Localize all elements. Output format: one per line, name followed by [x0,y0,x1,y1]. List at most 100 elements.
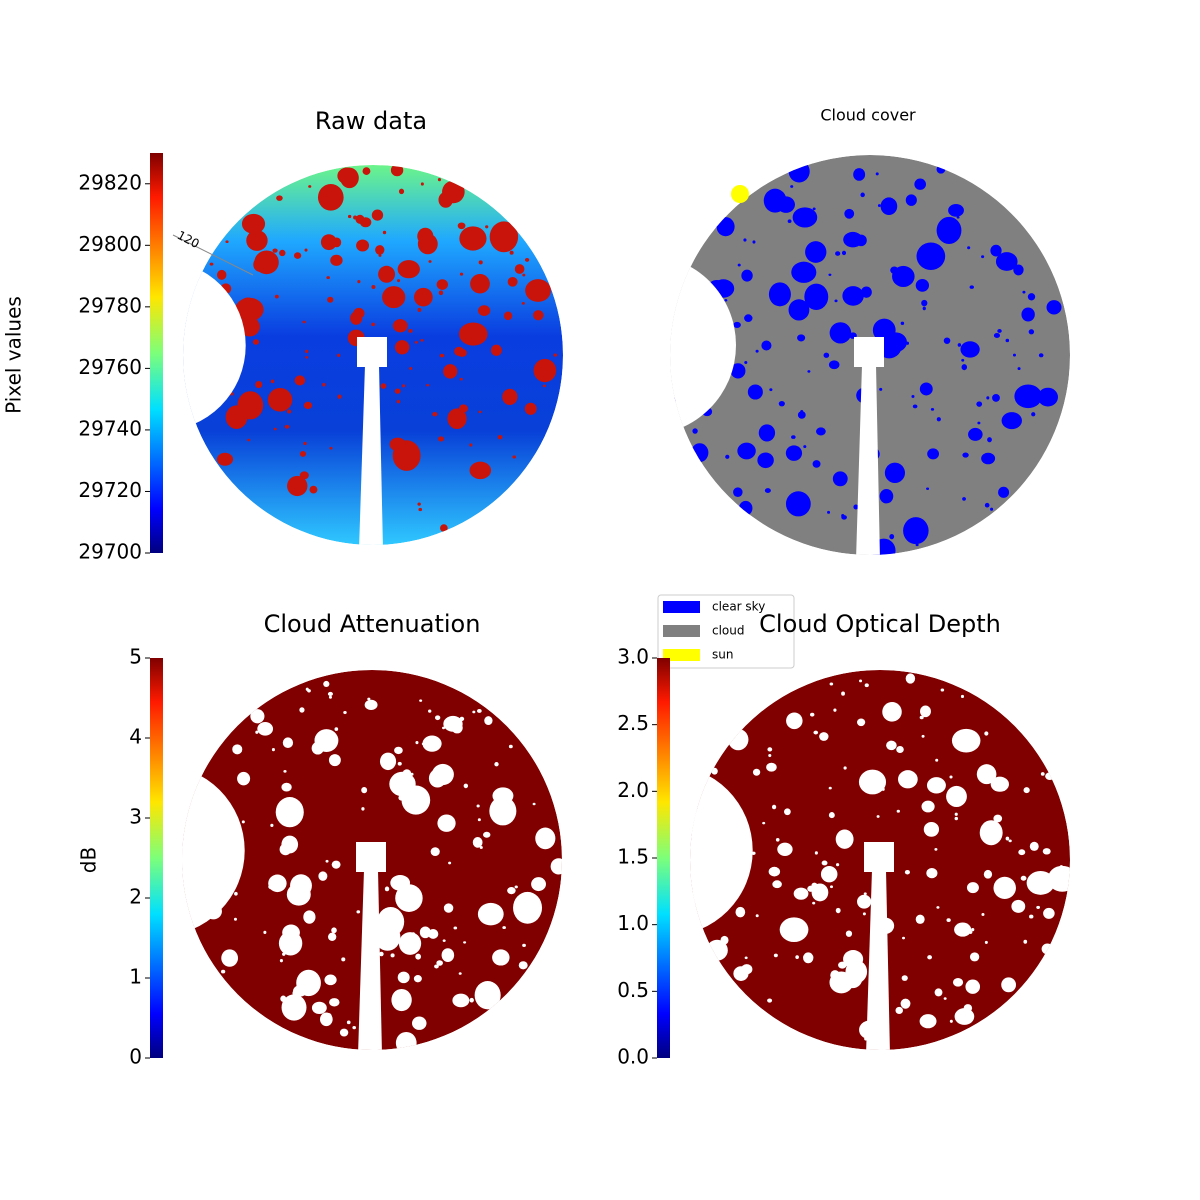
sky-blob [927,955,932,960]
sky-blob [943,337,951,344]
sky-blob [912,404,918,409]
sky-blob [880,197,898,216]
sky-blob [967,246,971,250]
sky-blob [327,296,334,303]
sky-blob [396,399,401,404]
sky-blob [895,1006,903,1015]
sky-blob [744,361,748,364]
sky-blob [255,380,263,389]
sky-blob [1013,264,1024,276]
colorbar-tick-label: 4 [129,725,142,749]
sky-blob [977,421,981,425]
legend-label: clear sky [712,600,765,614]
sky-blob [384,886,390,892]
sky-blob [805,241,827,263]
sky-blob [725,454,730,459]
sky-blob [355,214,365,224]
sky-blob [927,448,939,460]
sky-blob [881,787,885,791]
sky-blob [768,866,781,877]
sky-blob [307,689,311,693]
sky-blob [943,997,947,1000]
sky-blob [921,800,935,813]
sky-blob [287,475,308,497]
sky-blob [827,510,831,514]
sky-blob [540,842,544,846]
sky-blob [828,786,832,790]
colorbar-tick-label: 29800 [78,232,142,256]
sky-blob [1029,914,1034,919]
sky-blob [308,185,312,188]
sky-blob [1001,412,1022,430]
sky-blob [764,488,771,494]
sky-blob [525,279,551,302]
sky-blob [791,261,817,283]
sky-blob [747,384,763,400]
sky-blob [279,249,286,257]
sky-blob [919,382,933,396]
sky-blob [217,269,227,280]
sky-blob [773,953,778,958]
sky-blob [533,310,544,321]
sky-blob [853,168,866,181]
sky-blob [545,845,549,849]
sky-blob [1027,293,1036,301]
sky-blob [879,488,894,504]
sky-blob [469,997,474,1003]
sky-blob [828,360,840,370]
sky-blob [864,683,869,688]
sky-blob [356,239,370,252]
colorbar-tick-label: 29820 [78,170,142,194]
sky-blob [323,680,330,688]
sky-blob [896,746,904,753]
sky-blob [752,768,761,776]
sky-blob [232,744,243,755]
sky-blob [390,165,404,177]
sky-blob [969,285,974,289]
sky-blob [209,262,214,266]
sky-blob [459,226,487,251]
sky-blob [247,438,251,442]
sky-blob [459,272,464,276]
sky-blob [982,769,987,773]
sky-blob [877,204,881,207]
sky-blob [438,290,444,296]
sky-blob [823,352,830,358]
sky-blob [294,252,302,259]
sky-blob [250,709,265,724]
sky-blob [761,340,772,351]
sky-blob [843,766,847,770]
sky-blob [543,834,547,838]
sky-blob [993,333,1001,339]
colorbar-tick-label: 1 [129,965,142,989]
sky-blob [533,358,557,383]
sky-blob [420,339,424,342]
sky-blob [957,343,962,347]
sky-blob [305,356,309,359]
sky-blob [417,502,421,506]
sky-blob [775,837,780,842]
sky-blob [795,955,799,960]
sky-blob [356,910,361,914]
sky-blob [535,827,556,850]
sky-blob [829,682,834,686]
sky-blob [829,322,852,344]
sky-blob [225,240,229,244]
sky-blob [786,712,803,730]
sky-blob [398,932,422,955]
sky-blob [940,688,945,692]
sky-blob [379,752,397,771]
legend-label: cloud [712,624,745,638]
sky-blob [255,730,259,734]
sky-blob [502,388,518,405]
sky-blob [492,949,510,966]
sky-blob [397,761,402,766]
sky-blob [768,754,772,758]
sky-blob [413,975,422,983]
sky-blob [990,507,994,511]
sky-blob [857,894,872,909]
sky-blob [797,334,806,342]
sky-blob [281,994,307,1021]
sky-blob [402,384,406,388]
sky-blob [769,388,773,392]
